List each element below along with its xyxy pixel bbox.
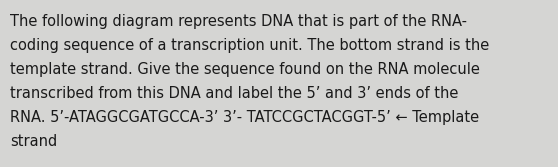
Text: strand: strand [10,134,57,149]
Text: template strand. Give the sequence found on the RNA molecule: template strand. Give the sequence found… [10,62,480,77]
Text: The following diagram represents DNA that is part of the RNA-: The following diagram represents DNA tha… [10,14,467,29]
Text: RNA. 5’-ATAGGCGATGCCA-3’ 3’- TATCCGCTACGGT-5’ ← Template: RNA. 5’-ATAGGCGATGCCA-3’ 3’- TATCCGCTACG… [10,110,479,125]
Text: coding sequence of a transcription unit. The bottom strand is the: coding sequence of a transcription unit.… [10,38,489,53]
Text: transcribed from this DNA and label the 5’ and 3’ ends of the: transcribed from this DNA and label the … [10,86,458,101]
